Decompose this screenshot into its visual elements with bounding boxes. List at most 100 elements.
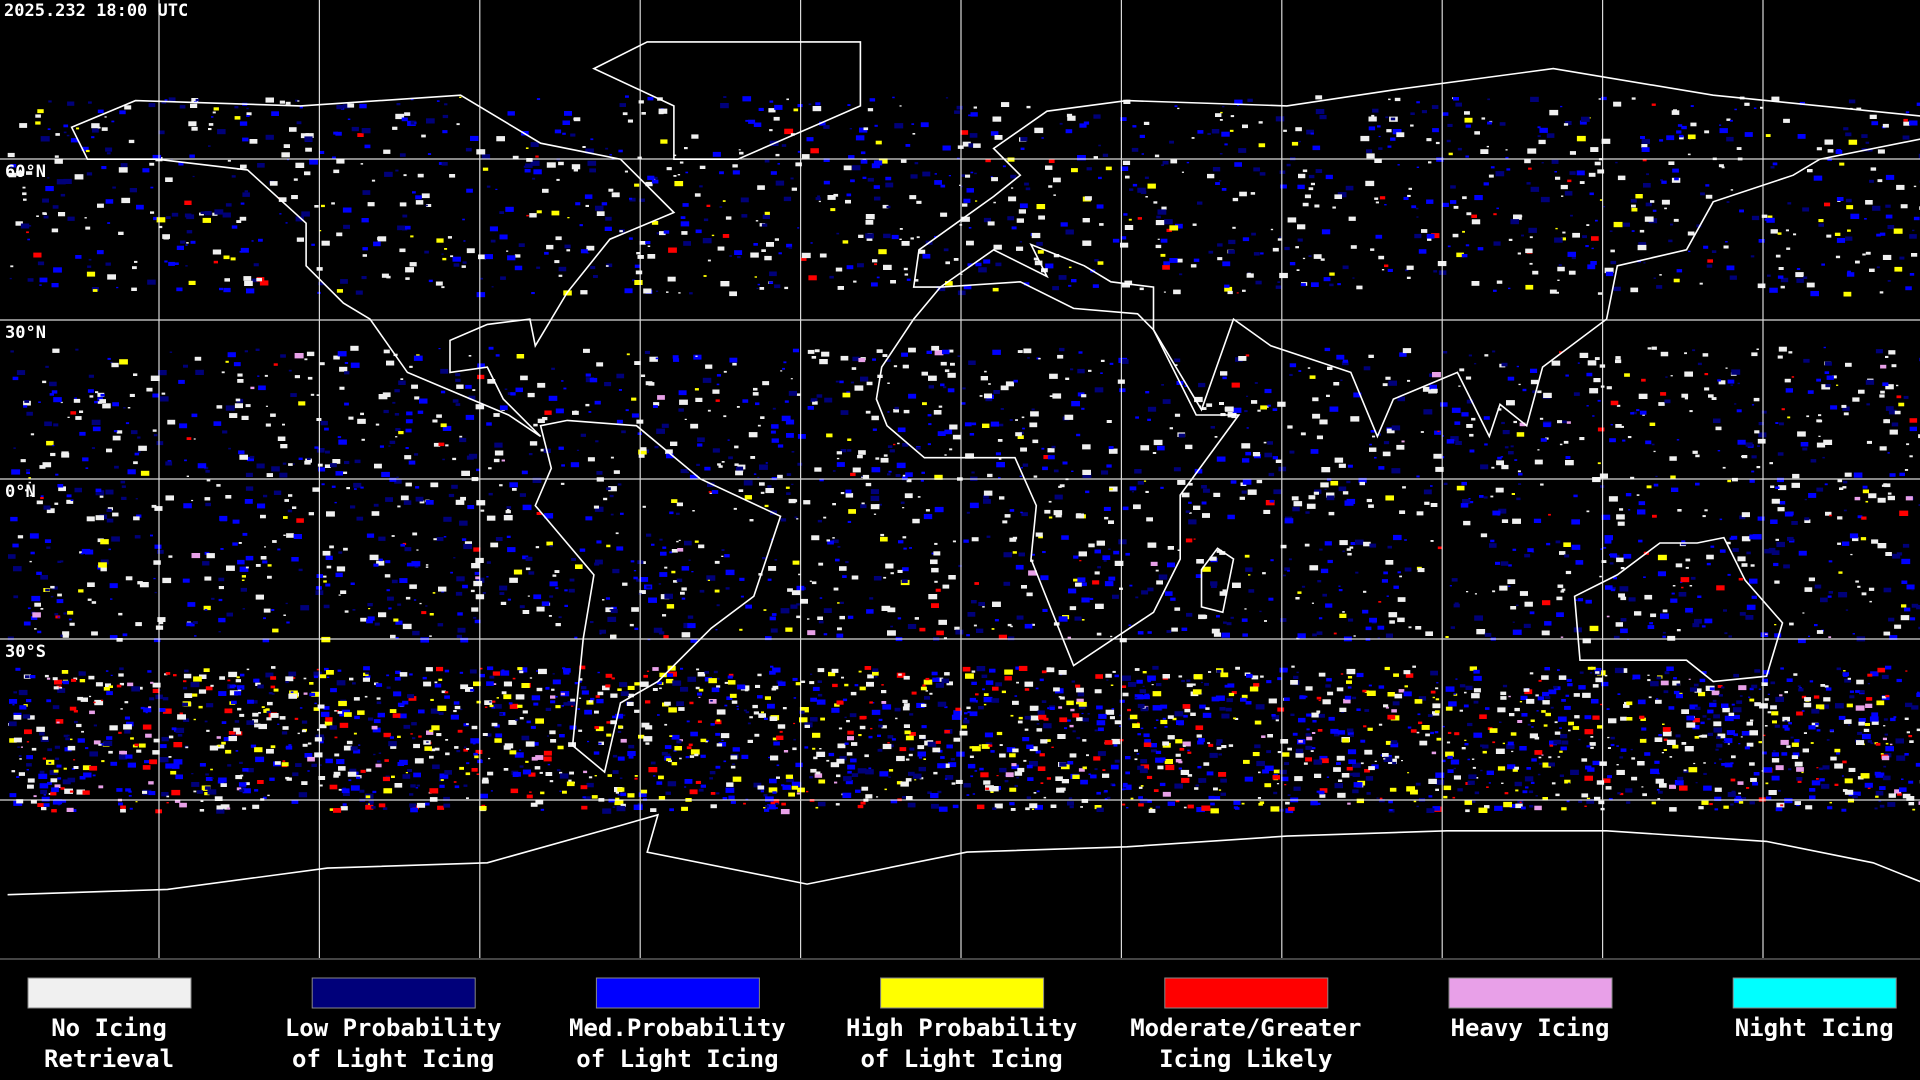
- icing-pixel: [267, 701, 273, 706]
- icing-pixel: [749, 716, 753, 719]
- icing-pixel: [1333, 767, 1341, 772]
- icing-pixel: [96, 250, 104, 255]
- icing-pixel: [85, 747, 89, 750]
- icing-pixel: [1784, 691, 1788, 694]
- icing-pixel: [672, 680, 682, 686]
- icing-pixel: [819, 121, 826, 126]
- icing-pixel: [1808, 493, 1817, 498]
- icing-pixel: [1598, 800, 1605, 805]
- icing-pixel: [257, 684, 264, 689]
- icing-pixel: [55, 757, 60, 760]
- icing-pixel: [588, 776, 593, 779]
- icing-pixel: [1858, 389, 1865, 394]
- icing-pixel: [1228, 744, 1234, 747]
- icing-pixel: [1499, 721, 1502, 723]
- icing-pixel: [1858, 718, 1866, 723]
- icing-pixel: [925, 509, 930, 512]
- icing-pixel: [724, 681, 729, 684]
- icing-pixel: [1072, 774, 1080, 779]
- icing-pixel: [239, 789, 245, 793]
- icing-pixel: [1366, 690, 1376, 696]
- icing-pixel: [842, 698, 848, 702]
- icing-pixel: [82, 457, 89, 462]
- icing-pixel: [937, 431, 946, 436]
- icing-pixel: [1473, 688, 1481, 693]
- icing-pixel: [859, 725, 866, 730]
- icing-pixel: [1280, 776, 1289, 782]
- icing-pixel: [662, 614, 667, 617]
- icing-pixel: [1312, 633, 1317, 637]
- icing-pixel: [398, 431, 404, 435]
- icing-pixel: [1418, 721, 1423, 725]
- icing-pixel: [1544, 667, 1550, 671]
- icing-pixel: [36, 571, 42, 575]
- icing-pixel: [680, 469, 688, 474]
- icing-pixel: [1076, 717, 1083, 722]
- icing-pixel: [78, 589, 84, 593]
- icing-pixel: [1435, 687, 1439, 690]
- icing-pixel: [686, 746, 692, 750]
- icing-pixel: [799, 707, 809, 713]
- icing-pixel: [1671, 487, 1679, 492]
- icing-pixel: [845, 780, 853, 785]
- icing-pixel: [388, 607, 392, 610]
- icing-pixel: [312, 487, 320, 492]
- icing-pixel: [1432, 703, 1441, 709]
- icing-pixel: [641, 722, 650, 728]
- icing-pixel: [1156, 683, 1162, 687]
- icing-pixel: [1643, 576, 1646, 578]
- icing-pixel: [1459, 684, 1466, 688]
- icing-pixel: [666, 604, 675, 609]
- icing-pixel: [1016, 681, 1019, 684]
- icing-pixel: [85, 467, 89, 469]
- icing-pixel: [74, 397, 77, 399]
- icing-pixel: [338, 700, 347, 707]
- icing-pixel: [1794, 761, 1803, 767]
- icing-pixel: [1057, 734, 1066, 739]
- icing-pixel: [134, 535, 141, 539]
- icing-pixel: [118, 673, 124, 677]
- icing-pixel: [814, 349, 820, 353]
- icing-pixel: [461, 265, 466, 268]
- icing-pixel: [1584, 715, 1592, 720]
- icing-pixel: [220, 783, 227, 787]
- icing-pixel: [1560, 746, 1567, 751]
- icing-pixel: [184, 669, 189, 673]
- icing-pixel: [1021, 416, 1025, 419]
- icing-pixel: [1203, 488, 1210, 493]
- icing-pixel: [1836, 384, 1839, 386]
- icing-pixel: [1902, 543, 1910, 548]
- icing-pixel: [1500, 691, 1507, 696]
- icing-pixel: [1298, 370, 1302, 372]
- icing-pixel: [1482, 750, 1487, 754]
- icing-pixel: [1166, 630, 1172, 633]
- icing-pixel: [1740, 736, 1743, 738]
- icing-pixel: [887, 742, 890, 744]
- icing-pixel: [371, 806, 376, 809]
- icing-pixel: [1739, 612, 1746, 616]
- icing-pixel: [44, 674, 49, 678]
- icing-pixel: [1459, 709, 1463, 712]
- icing-pixel: [809, 776, 814, 779]
- icing-pixel: [1073, 555, 1079, 559]
- icing-pixel: [548, 395, 558, 401]
- icing-pixel: [1399, 352, 1407, 357]
- icing-pixel: [77, 738, 85, 743]
- icing-pixel: [833, 193, 839, 197]
- icing-pixel: [732, 763, 735, 765]
- icing-pixel: [1791, 482, 1800, 488]
- icing-pixel: [1012, 748, 1019, 753]
- icing-pixel: [452, 399, 459, 403]
- icing-pixel: [971, 670, 976, 673]
- icing-pixel: [97, 397, 103, 401]
- icing-pixel: [1396, 444, 1405, 450]
- icing-pixel: [1306, 503, 1316, 509]
- icing-pixel: [1319, 788, 1328, 793]
- icing-pixel: [1047, 455, 1055, 460]
- icing-pixel: [1885, 746, 1894, 752]
- icing-pixel: [1226, 622, 1232, 626]
- icing-pixel: [1770, 519, 1778, 524]
- icing-pixel: [441, 690, 446, 694]
- icing-pixel: [887, 630, 896, 636]
- icing-pixel: [1206, 771, 1214, 776]
